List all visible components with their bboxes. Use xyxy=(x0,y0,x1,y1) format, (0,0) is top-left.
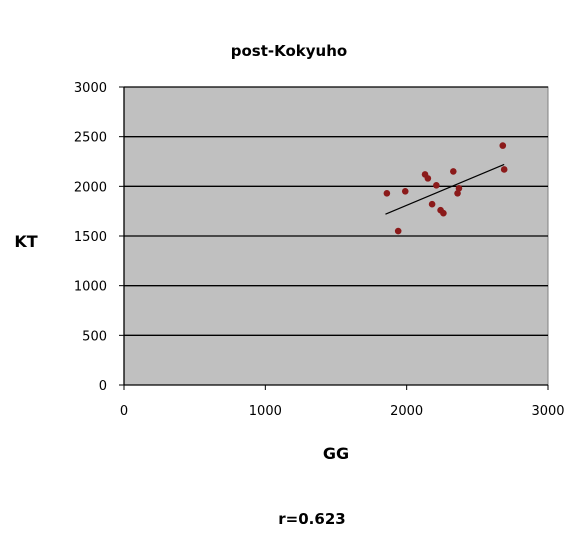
y-tick-label-2: 1000 xyxy=(74,280,107,295)
y-tick-label-5: 2500 xyxy=(74,131,107,146)
data-point-13 xyxy=(501,166,508,173)
data-point-9 xyxy=(450,168,457,175)
data-point-11 xyxy=(456,185,463,192)
y-axis-title: KT xyxy=(14,232,37,251)
y-tick-label-4: 2000 xyxy=(74,180,107,195)
x-tick-labels: 0 1000 2000 3000 xyxy=(120,404,565,419)
data-point-1 xyxy=(395,228,402,235)
correlation-annotation: r=0.623 xyxy=(278,510,345,528)
data-point-12 xyxy=(499,142,506,149)
data-point-5 xyxy=(429,201,436,208)
data-point-0 xyxy=(384,190,391,197)
data-point-2 xyxy=(402,188,409,195)
x-axis-title: GG xyxy=(323,444,349,463)
x-tick-label-2: 2000 xyxy=(390,404,423,419)
y-tick-label-3: 1500 xyxy=(74,230,107,245)
data-point-4 xyxy=(425,175,432,182)
y-tick-labels: 0 500 1000 1500 2000 2500 3000 xyxy=(74,81,107,394)
y-tick-label-6: 3000 xyxy=(74,81,107,96)
x-tick-label-0: 0 xyxy=(120,404,128,419)
data-point-8 xyxy=(440,210,447,217)
y-tick-label-1: 500 xyxy=(82,329,107,344)
x-tick-label-1: 1000 xyxy=(249,404,282,419)
x-tick-label-3: 3000 xyxy=(531,404,564,419)
chart-title: post-Kokyuho xyxy=(231,42,347,60)
y-tick-label-0: 0 xyxy=(99,379,107,394)
data-point-6 xyxy=(433,182,440,189)
